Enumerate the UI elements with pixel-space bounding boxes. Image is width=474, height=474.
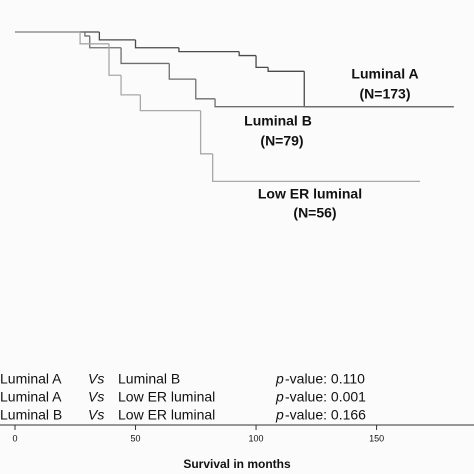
series-n-label: (N=56) (293, 205, 336, 221)
survival-step (120, 47, 170, 65)
survival-step (98, 32, 136, 41)
survival-step (108, 43, 122, 76)
survival-step (212, 153, 420, 182)
comparison-text: Vs (88, 407, 104, 423)
series-label: Low ER luminal (258, 186, 362, 202)
series-label: Luminal B (244, 113, 312, 129)
x-tick-label: 150 (369, 433, 384, 443)
survival-step (168, 63, 196, 80)
comparison-text: Low ER luminal (118, 389, 215, 405)
survival-step (120, 75, 141, 96)
comparison-text: p (275, 407, 284, 423)
x-tick-label: 100 (249, 433, 264, 443)
comparison-text: Vs (88, 389, 104, 405)
survival-step (199, 110, 213, 155)
comparison-text: -value: 0.001 (285, 389, 366, 405)
x-tick-label: 50 (131, 433, 141, 443)
survival-step (255, 55, 269, 69)
survival-step (238, 51, 257, 57)
x-tick-label: 0 (12, 433, 17, 443)
survival-step (89, 35, 122, 49)
comparison-text: Luminal B (118, 371, 180, 387)
survival-step (267, 67, 305, 72)
comparison-text: -value: 0.166 (285, 407, 366, 423)
comparison-text: p (275, 389, 284, 405)
comparison-text: p (275, 371, 284, 387)
comparison-text: Luminal A (0, 371, 62, 387)
survival-step (195, 79, 216, 100)
comparison-text: Luminal B (0, 407, 62, 423)
series-n-label: (N=173) (360, 86, 411, 102)
comparison-text: Vs (88, 371, 104, 387)
survival-step (178, 47, 240, 53)
survival-step (84, 32, 90, 37)
survival-step (134, 39, 179, 49)
survival-step (79, 32, 110, 45)
series-label: Luminal A (351, 66, 418, 82)
survival-step (139, 94, 201, 112)
x-axis-label: Survival in months (183, 457, 291, 471)
survival-step (214, 98, 454, 108)
comparison-text: -value: 0.110 (285, 371, 365, 387)
comparison-text: Luminal A (0, 389, 62, 405)
comparison-text: Low ER luminal (118, 407, 215, 423)
series-n-label: (N=79) (260, 133, 303, 149)
